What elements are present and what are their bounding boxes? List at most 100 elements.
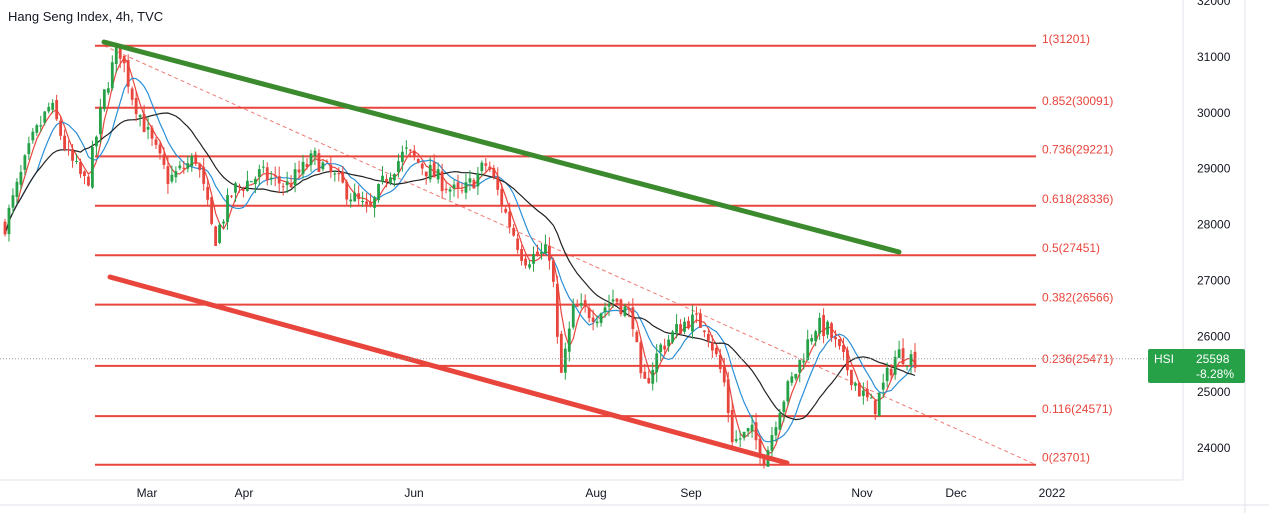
- fib-diagonal-line: [103, 45, 1037, 466]
- candle-body: [377, 184, 380, 201]
- candle-body: [706, 333, 710, 341]
- candle-body: [587, 308, 591, 319]
- candle-body: [261, 166, 265, 168]
- candle-body: [691, 314, 694, 332]
- candle-body: [138, 115, 142, 118]
- candle-body: [675, 324, 678, 333]
- candle-body: [786, 381, 790, 402]
- y-tick-label: 24000: [1197, 441, 1231, 455]
- candle-body: [313, 150, 317, 156]
- candle-body: [635, 331, 639, 343]
- candle-body: [615, 298, 619, 302]
- candle-body: [472, 180, 476, 189]
- candle-body: [714, 348, 718, 355]
- candle-body: [631, 307, 635, 329]
- fib-level-label: 0(23701): [1042, 451, 1090, 465]
- candle-body: [385, 178, 388, 182]
- candle-body: [31, 131, 35, 141]
- candle-body: [500, 189, 504, 207]
- last-price-marker[interactable]: HSI 25598 -8.28%: [0, 349, 1245, 383]
- y-tick-label: 30000: [1197, 106, 1231, 120]
- candle-body: [393, 174, 396, 181]
- candle-body: [643, 371, 647, 379]
- candle-body: [881, 382, 885, 390]
- candle-body: [281, 186, 285, 188]
- candle-body: [718, 354, 722, 369]
- candle-body: [782, 401, 786, 412]
- candle-body: [71, 149, 74, 161]
- last-price-symbol: HSI: [1154, 352, 1174, 366]
- candle-body: [555, 283, 559, 337]
- candle-body: [150, 127, 154, 139]
- candle-body: [869, 397, 873, 399]
- candle-body: [853, 383, 857, 386]
- candle-body: [357, 193, 361, 200]
- y-tick-label: 25000: [1197, 385, 1231, 399]
- candle-body: [428, 165, 432, 180]
- upper-trendline[interactable]: [101, 39, 902, 255]
- candle-body: [345, 181, 349, 200]
- candle-body: [420, 163, 424, 169]
- candle-body: [695, 313, 698, 315]
- candle-body: [520, 249, 523, 261]
- time-axis: Mar Apr Jun Aug Sep Nov Dec 2022: [137, 486, 1066, 500]
- candle-body: [710, 342, 714, 351]
- candle-body: [738, 438, 742, 440]
- y-tick-label: 29000: [1197, 162, 1231, 176]
- candle-body: [512, 227, 516, 236]
- candle-body: [15, 181, 19, 197]
- candle-body: [667, 339, 671, 347]
- candle-body: [623, 306, 627, 316]
- candle-body: [369, 201, 372, 206]
- candle-body: [91, 146, 94, 188]
- candle-body: [770, 435, 774, 451]
- candle-body: [218, 224, 221, 243]
- candle-body: [389, 177, 392, 183]
- candle-body: [202, 167, 206, 184]
- candle-body: [838, 339, 841, 347]
- candle-body: [758, 438, 762, 458]
- candle-body: [293, 169, 297, 186]
- candle-body: [524, 258, 527, 266]
- candle-body: [353, 192, 357, 202]
- candle-body: [742, 431, 746, 438]
- y-tick-label: 28000: [1197, 218, 1231, 232]
- candle-body: [130, 88, 134, 100]
- candle-body: [659, 344, 663, 352]
- y-tick-label: 26000: [1197, 329, 1231, 343]
- candle-body: [726, 379, 730, 413]
- candle-body: [269, 177, 273, 179]
- candle-body: [11, 195, 15, 208]
- candle-body: [627, 307, 631, 310]
- candle-body: [238, 185, 241, 187]
- candle-body: [190, 156, 194, 167]
- lower-trendline[interactable]: [107, 274, 790, 466]
- candle-body: [571, 304, 575, 328]
- candle-body: [404, 147, 408, 149]
- candle-body: [834, 336, 837, 340]
- candle-body: [400, 151, 404, 162]
- candle-body: [79, 161, 82, 174]
- candle-body: [230, 195, 233, 197]
- candle-body: [885, 367, 889, 382]
- candle-body: [897, 349, 901, 358]
- candle-body: [488, 166, 492, 170]
- candle-body: [234, 183, 237, 193]
- candle-body: [43, 111, 47, 123]
- candle-body: [214, 226, 218, 246]
- candle-body: [567, 328, 571, 352]
- candle-body: [75, 160, 78, 162]
- candle-body: [55, 100, 59, 120]
- candle-body: [170, 174, 174, 182]
- candle-body: [603, 307, 607, 313]
- candle-body: [464, 182, 468, 193]
- candle-body: [814, 331, 818, 342]
- candle-body: [226, 195, 229, 223]
- moving-average-line: [4, 112, 916, 421]
- candle-body: [595, 321, 599, 324]
- candle-body: [246, 180, 249, 191]
- price-axis: 32000 31000 30000 29000 28000 27000 26000 25000…: [1197, 0, 1231, 455]
- y-tick-label: 31000: [1197, 50, 1231, 64]
